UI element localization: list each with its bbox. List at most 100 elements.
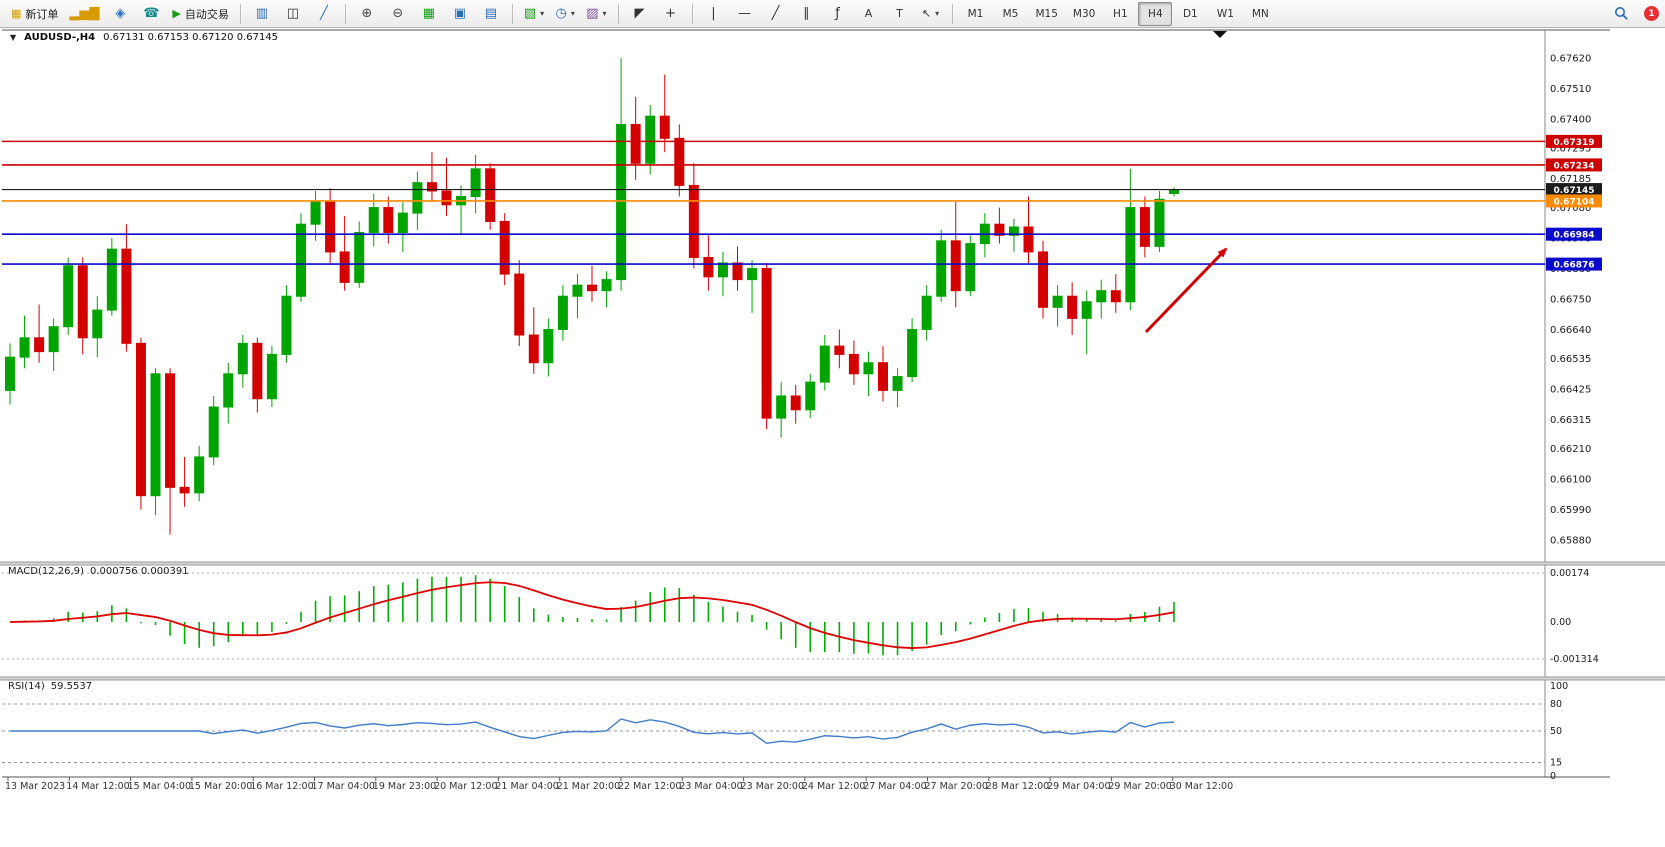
bull-candle (1081, 301, 1092, 319)
search-button[interactable] (1606, 2, 1636, 26)
bear-candle (1038, 251, 1049, 308)
timeframe-button-m15[interactable]: M15 (1035, 7, 1058, 20)
rsi-axis-label: 80 (1550, 699, 1562, 710)
time-axis-label: 27 Mar 20:00 (925, 781, 988, 792)
cursor-tool-button[interactable]: ◤ (625, 2, 655, 26)
cascade-windows-button[interactable]: ▣ (445, 2, 475, 26)
time-axis-label: 15 Mar 04:00 (128, 781, 191, 792)
bull-candle (63, 265, 74, 328)
zoom-out-button[interactable]: ⊖ (383, 2, 413, 26)
caret-down-icon: ▾ (570, 8, 575, 18)
bull-candle (805, 381, 816, 411)
bear-candle (441, 190, 452, 206)
bull-candle (470, 168, 481, 198)
timeframe-button-m30[interactable]: M30 (1072, 7, 1096, 20)
bull-candle (601, 279, 612, 292)
bear-candle (674, 137, 685, 186)
market-watch-button[interactable]: ▂▅▇ (64, 2, 104, 26)
bear-candle (834, 345, 845, 355)
metaeditor-button[interactable]: ◈ (105, 2, 135, 26)
symbol-period-label: AUDUSD-,H4 (24, 32, 96, 43)
bull-candle (1052, 295, 1063, 308)
bar-chart-button[interactable]: ▥ (247, 2, 277, 26)
price-axis-label: 0.66100 (1550, 475, 1591, 486)
panel-splitter[interactable] (0, 562, 1665, 565)
timeframe-button-h4[interactable]: H4 (1138, 1, 1173, 26)
new-order-icon: ▦ (11, 7, 22, 20)
price-tag (1546, 257, 1602, 271)
bear-candle (528, 334, 539, 364)
bear-candle (383, 207, 394, 234)
zoom-out-icon: ⊖ (392, 6, 404, 21)
support-button[interactable]: ☎ (136, 2, 166, 26)
macd-signal-line (9, 581, 1175, 649)
bull-candle (819, 345, 830, 383)
time-axis-label: 21 Mar 20:00 (557, 781, 620, 792)
timeframe-button-h1[interactable]: H1 (1113, 7, 1128, 20)
price-axis-label: 0.66640 (1550, 325, 1591, 336)
bear-candle (1110, 290, 1121, 303)
trendline-tool-button[interactable]: ╱ (761, 2, 791, 26)
notification-badge[interactable]: 1 (1644, 6, 1659, 21)
zoom-in-icon: ⊕ (361, 6, 373, 21)
ohlc-values: 0.67131 0.67153 0.67120 0.67145 (103, 32, 279, 43)
bear-candle (761, 268, 772, 419)
timeframe-button-d1[interactable]: D1 (1182, 7, 1198, 20)
fibonacci-tool-button[interactable]: ƒ (823, 2, 853, 26)
text-tool-button[interactable]: A (854, 2, 884, 26)
timeframe-button-m1[interactable]: M1 (967, 7, 984, 20)
timeframe-button-m5[interactable]: M5 (1002, 7, 1019, 20)
bear-candle (165, 373, 176, 488)
tile-horizontal-button[interactable]: ▤ (476, 2, 506, 26)
timeframe-button-mn[interactable]: MN (1251, 7, 1269, 20)
price-tag (1546, 134, 1602, 148)
bull-candle (237, 342, 248, 375)
new-chart-icon: ▧ (523, 6, 537, 21)
arrows-tool-button[interactable]: ↖ ▾ (916, 2, 946, 26)
time-axis-label: 30 Mar 12:00 (1170, 781, 1233, 792)
bull-candle (296, 223, 306, 297)
bull-candle (776, 395, 787, 419)
rsi-line (10, 718, 1175, 745)
horizontal-line-tool-button[interactable]: — (730, 2, 760, 26)
vertical-line-tool-button[interactable]: | (699, 2, 729, 26)
toolbar-separator (617, 3, 619, 24)
period-button[interactable]: ◷ ▾ (550, 2, 580, 26)
bear-candle (587, 284, 597, 292)
new-order-button[interactable]: ▦ 新订单 (6, 2, 63, 26)
bear-candle (950, 240, 961, 292)
bear-candle (499, 220, 510, 275)
zoom-in-button[interactable]: ⊕ (352, 2, 382, 26)
line-chart-button[interactable]: ╱ (309, 2, 339, 26)
tile-windows-button[interactable]: ▦ (414, 2, 444, 26)
timeframe-button-w1[interactable]: W1 (1216, 7, 1234, 20)
symbol-dropdown-icon[interactable]: ▼ (10, 33, 17, 42)
bear-candle (426, 182, 437, 192)
label-tool-button[interactable]: T (885, 2, 915, 26)
template-button[interactable]: ▨ ▾ (581, 2, 611, 26)
macd-values: 0.000756 0.000391 (89, 566, 189, 577)
channel-tool-button[interactable]: ∥ (792, 2, 822, 26)
price-axis-label: 0.66750 (1550, 294, 1591, 305)
bull-candle (310, 201, 321, 225)
period-icon: ◷ (555, 6, 567, 21)
trend-arrow-annotation[interactable] (1144, 247, 1228, 334)
autotrading-button[interactable]: ▶ 自动交易 (167, 2, 233, 26)
bear-candle (848, 353, 859, 375)
bear-candle (630, 123, 641, 164)
cursor-icon: ◤ (634, 6, 645, 21)
toolbar-separator (951, 3, 953, 24)
candlestick-chart-button[interactable]: ◫ (278, 2, 308, 26)
time-axis-label: 29 Mar 20:00 (1108, 781, 1171, 792)
arrows-icon: ↖ (921, 7, 932, 20)
new-chart-button[interactable]: ▧ ▾ (519, 2, 549, 26)
chart-dropdown-arrow-icon[interactable] (1213, 31, 1227, 38)
tile-windows-icon: ▦ (422, 6, 436, 21)
bear-candle (179, 486, 190, 494)
fibonacci-icon: ƒ (835, 6, 840, 21)
crosshair-tool-button[interactable]: + (656, 2, 686, 26)
panel-splitter[interactable] (0, 677, 1665, 680)
bull-candle (1154, 198, 1165, 247)
price-axis-label: 0.67185 (1550, 174, 1591, 185)
